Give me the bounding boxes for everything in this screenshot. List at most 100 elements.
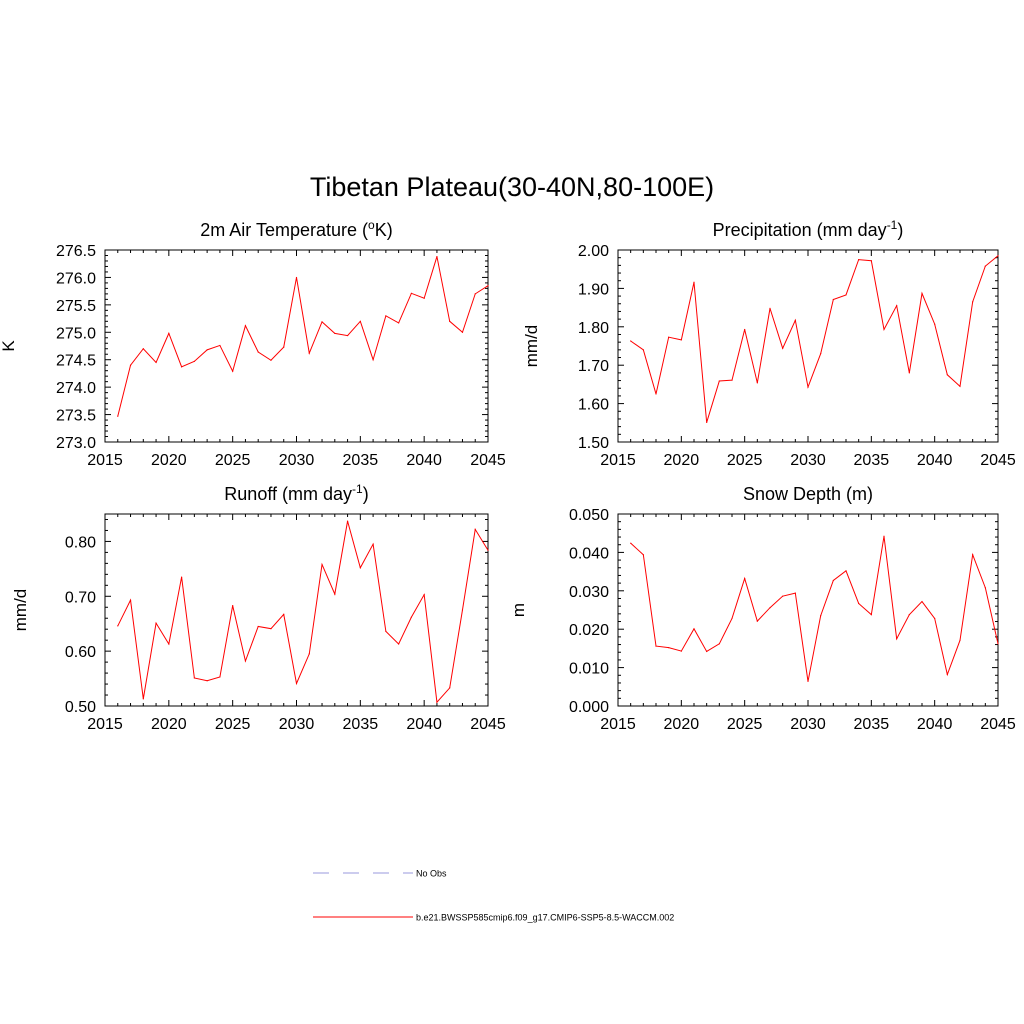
data-point — [630, 340, 632, 342]
data-point — [308, 352, 310, 354]
data-point — [283, 613, 285, 615]
x-tick-label: 2040 — [917, 716, 953, 733]
panel-title-tail: ) — [363, 484, 369, 504]
data-point — [769, 607, 771, 609]
data-point — [206, 349, 208, 351]
data-point — [756, 620, 758, 622]
y-tick-label: 0.010 — [569, 661, 609, 678]
data-point — [142, 698, 144, 700]
panel-title-main: Snow Depth (m) — [743, 484, 873, 504]
x-tick-label: 2045 — [470, 716, 506, 733]
data-point — [934, 617, 936, 620]
y-tick-label: 0.040 — [569, 545, 609, 562]
data-point — [756, 382, 758, 384]
panel-title-superscript: -1 — [887, 218, 898, 232]
data-point — [270, 359, 272, 361]
y-tick-label: 2.00 — [578, 243, 609, 260]
data-point — [423, 297, 425, 299]
data-point — [896, 638, 898, 640]
x-tick-label: 2035 — [854, 716, 890, 733]
data-point — [436, 701, 438, 703]
panel-title-main: 2m Air Temperature ( — [200, 220, 368, 240]
y-tick-label: 276.0 — [56, 270, 96, 287]
plot-frame — [617, 249, 999, 443]
y-tick-label: 0.50 — [65, 699, 96, 716]
data-point — [449, 320, 451, 322]
x-tick-label: 2025 — [727, 716, 763, 733]
panels: 2015 2020 2025 2030 2035 2040 2045 273.0 273.5 27… — [0, 218, 1016, 733]
data-point — [372, 543, 374, 545]
y-tick-label: 0.050 — [569, 507, 609, 524]
data-point — [693, 628, 695, 630]
data-point — [908, 614, 910, 616]
y-axis-label: m — [509, 603, 528, 617]
legend-model-label: b.e21.BWSSP585cmip6.f09_g17.CMIP6-SSP5-8… — [416, 913, 674, 923]
data-point — [283, 346, 285, 348]
data-point — [706, 650, 708, 653]
x-tick-label: 2030 — [790, 452, 826, 469]
x-tick-label: 2020 — [664, 716, 700, 733]
data-point — [832, 298, 834, 301]
data-point — [896, 305, 898, 307]
data-point — [155, 622, 157, 624]
data-point — [168, 643, 170, 645]
panel-title-superscript: -1 — [352, 482, 363, 496]
data-point — [474, 528, 476, 530]
data-point — [718, 380, 720, 382]
x-tick-label: 2030 — [790, 716, 826, 733]
data-point — [655, 645, 657, 647]
data-point — [997, 255, 999, 257]
y-tick-label: 275.5 — [56, 298, 96, 315]
data-point — [181, 366, 183, 368]
x-tick-label: 2015 — [600, 716, 636, 733]
data-point — [630, 542, 632, 544]
data-point — [984, 587, 986, 589]
y-tick-label: 275.0 — [56, 325, 96, 342]
data-point — [461, 331, 464, 333]
x-tick-label: 2035 — [343, 716, 379, 733]
data-point — [845, 294, 847, 296]
data-point — [321, 563, 323, 566]
data-point — [308, 653, 310, 655]
data-point — [232, 605, 234, 607]
data-point — [997, 643, 999, 645]
x-tick-label: 2020 — [151, 716, 187, 733]
y-tick-label: 0.020 — [569, 622, 609, 639]
x-tick-label: 2045 — [980, 716, 1016, 733]
panel-title-main: Precipitation (mm day — [713, 220, 887, 240]
x-tick-label: 2015 — [87, 716, 123, 733]
data-point — [193, 360, 195, 362]
y-tick-label: 0.80 — [65, 534, 96, 551]
data-point — [744, 328, 746, 331]
panel-title-main: Runoff (mm day — [224, 484, 352, 504]
data-point — [794, 319, 796, 321]
data-point — [807, 386, 809, 388]
data-point — [244, 325, 247, 327]
data-point — [270, 628, 272, 630]
series-line — [630, 255, 999, 423]
data-point — [117, 625, 119, 627]
plot-frame — [104, 513, 489, 707]
data-point — [142, 348, 144, 350]
data-point — [321, 321, 323, 323]
data-point — [155, 361, 157, 364]
data-point — [858, 259, 860, 261]
x-tick-label: 2030 — [279, 716, 315, 733]
panel-title: Runoff (mm day-1) — [224, 482, 368, 504]
data-point — [436, 255, 438, 258]
data-point — [858, 602, 860, 605]
data-point — [129, 364, 132, 366]
y-tick-label: 274.5 — [56, 353, 96, 370]
data-point — [794, 592, 796, 594]
plot-frame — [617, 513, 999, 707]
y-tick-label: 273.0 — [56, 435, 96, 452]
data-point — [820, 615, 822, 617]
data-point — [219, 344, 221, 347]
y-tick-label: 276.5 — [56, 243, 96, 260]
data-point — [410, 292, 412, 294]
data-point — [232, 370, 234, 372]
data-point — [744, 577, 746, 580]
x-tick-label: 2035 — [343, 452, 379, 469]
x-tick-label: 2030 — [279, 452, 315, 469]
y-tick-label: 1.70 — [578, 358, 609, 375]
